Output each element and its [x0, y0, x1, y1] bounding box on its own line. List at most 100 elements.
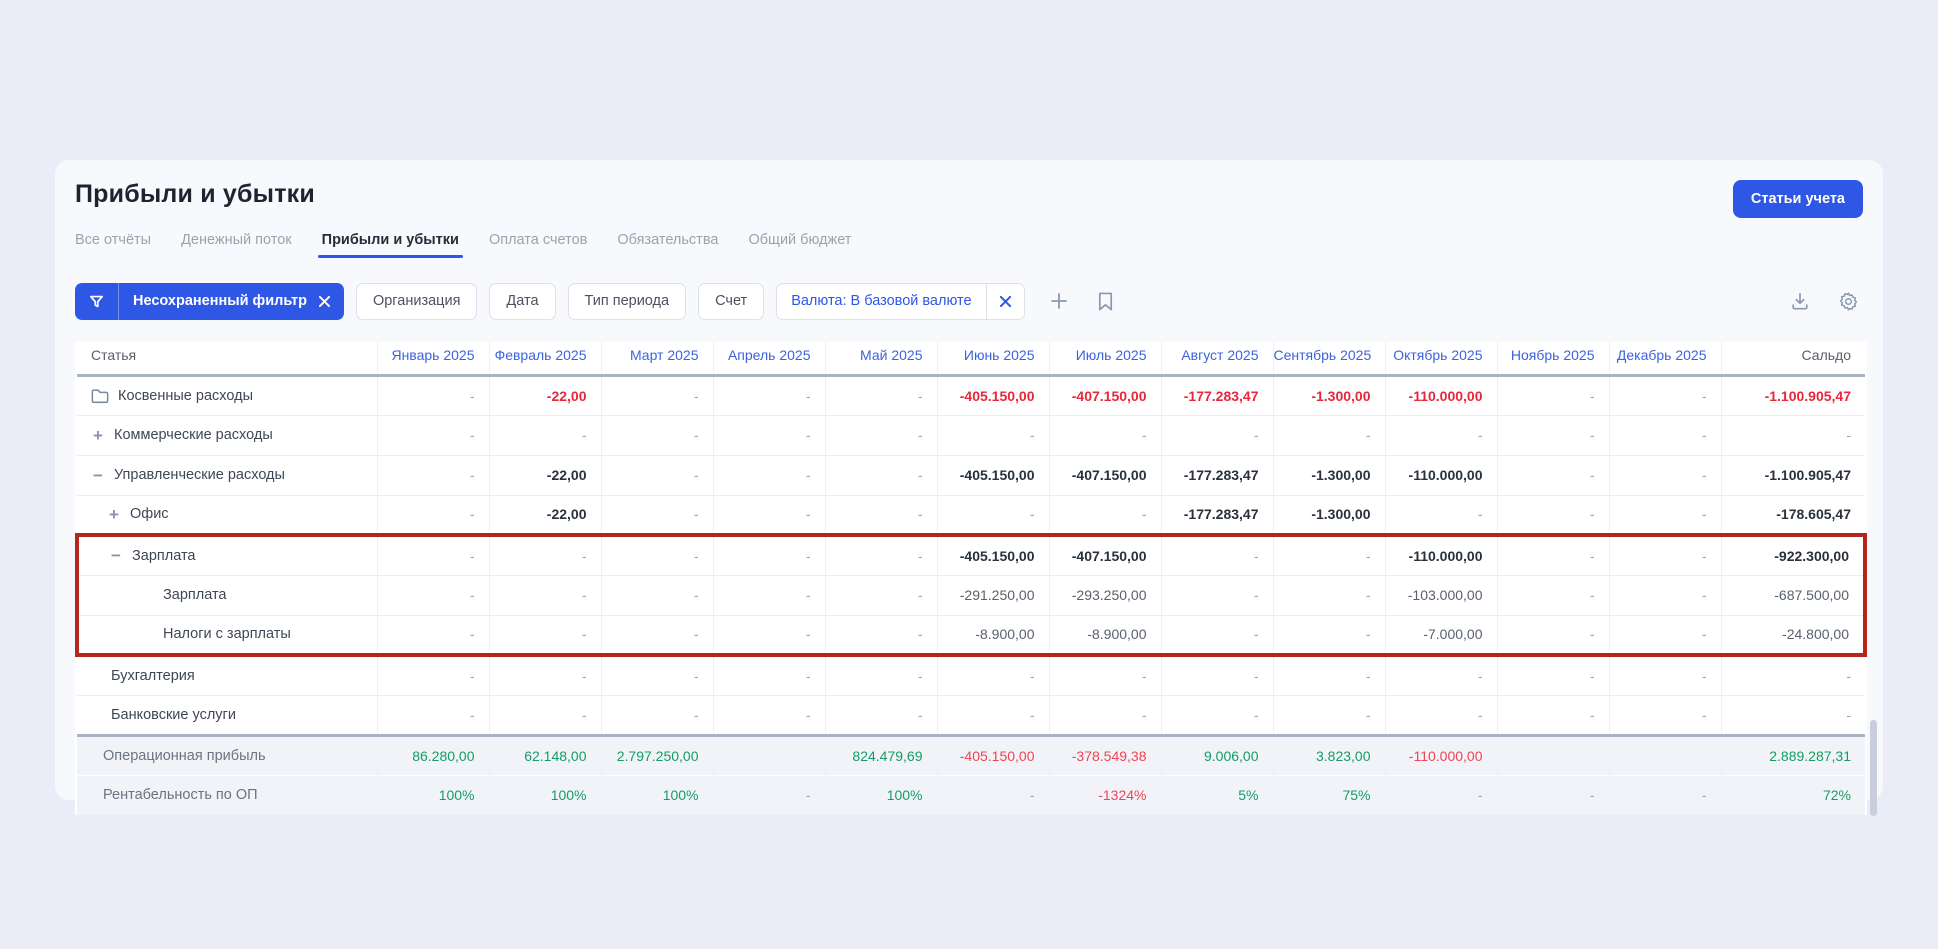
vertical-scrollbar-thumb[interactable]	[1870, 720, 1877, 816]
column-header-month[interactable]: Март 2025	[601, 342, 713, 375]
value-cell: -22,00	[489, 375, 601, 415]
summary-label-cell: Операционная прибыль	[77, 735, 377, 775]
column-header-month[interactable]: Октябрь 2025	[1385, 342, 1497, 375]
unsaved-filter-chip[interactable]: Несохраненный фильтр	[75, 283, 344, 320]
tab-4[interactable]: Оплата счетов	[489, 232, 587, 258]
expand-icon[interactable]: +	[91, 427, 105, 444]
column-header-month[interactable]: Август 2025	[1161, 342, 1273, 375]
settings-gear-icon[interactable]	[1834, 287, 1863, 316]
value-cell: -	[489, 415, 601, 455]
value-cell: 100%	[489, 775, 601, 815]
value-cell: -	[377, 575, 489, 615]
table-row[interactable]: Налоги с зарплаты------8.900,00-8.900,00…	[77, 615, 1865, 655]
value-cell: -	[1049, 415, 1161, 455]
folder-icon	[91, 388, 109, 404]
value-cell: -407.150,00	[1049, 455, 1161, 495]
value-cell: -405.150,00	[937, 535, 1049, 575]
value-cell: -	[713, 375, 825, 415]
column-header-month[interactable]: Апрель 2025	[713, 342, 825, 375]
value-cell: -	[489, 575, 601, 615]
tab-6[interactable]: Общий бюджет	[748, 232, 851, 258]
table-row[interactable]: Банковские услуги-------------	[77, 695, 1865, 735]
value-cell: -103.000,00	[1385, 575, 1497, 615]
add-filter-icon[interactable]	[1045, 287, 1073, 315]
value-cell: -	[713, 535, 825, 575]
filter-chip-2[interactable]: Дата	[489, 283, 555, 320]
column-header-month[interactable]: Декабрь 2025	[1609, 342, 1721, 375]
remove-currency-filter-icon[interactable]	[987, 296, 1024, 307]
row-label-cell: −Зарплата	[77, 535, 377, 575]
currency-filter-chip[interactable]: Валюта: В базовой валюте	[776, 283, 1024, 320]
collapse-icon[interactable]: −	[91, 467, 105, 484]
bookmark-icon[interactable]	[1093, 288, 1118, 315]
column-header-month[interactable]: Июль 2025	[1049, 342, 1161, 375]
value-cell: -	[601, 535, 713, 575]
page-title: Прибыли и убытки	[75, 180, 315, 209]
value-cell: -	[713, 415, 825, 455]
column-header-month[interactable]: Сентябрь 2025	[1273, 342, 1385, 375]
table-row[interactable]: Зарплата------291.250,00-293.250,00---10…	[77, 575, 1865, 615]
value-cell: -	[1497, 455, 1609, 495]
value-cell: -	[1049, 695, 1161, 735]
tab-5[interactable]: Обязательства	[617, 232, 718, 258]
currency-filter-label: Валюта: В базовой валюте	[777, 293, 985, 309]
row-label: Косвенные расходы	[118, 388, 253, 404]
value-cell: -177.283,47	[1161, 495, 1273, 535]
saldo-cell: -	[1721, 415, 1865, 455]
unsaved-filter-label: Несохраненный фильтр	[119, 293, 317, 309]
value-cell	[1609, 735, 1721, 775]
collapse-icon[interactable]: −	[109, 547, 123, 564]
table-row[interactable]: +Коммерческие расходы-------------	[77, 415, 1865, 455]
tab-2[interactable]: Денежный поток	[181, 232, 292, 258]
row-label-cell: Косвенные расходы	[77, 375, 377, 415]
table-row[interactable]: Бухгалтерия-------------	[77, 655, 1865, 695]
value-cell: -291.250,00	[937, 575, 1049, 615]
tab-1[interactable]: Все отчёты	[75, 232, 151, 258]
column-header-month[interactable]: Июнь 2025	[937, 342, 1049, 375]
value-cell: -	[825, 695, 937, 735]
column-header-month[interactable]: Ноябрь 2025	[1497, 342, 1609, 375]
value-cell: -	[489, 535, 601, 575]
row-label-cell: +Коммерческие расходы	[77, 415, 377, 455]
download-icon[interactable]	[1786, 287, 1814, 315]
value-cell: -	[825, 575, 937, 615]
value-cell: -	[1497, 535, 1609, 575]
saldo-cell: -1.100.905,47	[1721, 375, 1865, 415]
funnel-icon[interactable]	[75, 283, 119, 320]
filter-chip-1[interactable]: Организация	[356, 283, 477, 320]
value-cell: -	[713, 495, 825, 535]
clear-filter-icon[interactable]	[317, 296, 344, 307]
value-cell: -	[489, 655, 601, 695]
row-label: Налоги с зарплаты	[163, 626, 291, 642]
table-row[interactable]: −Зарплата------405.150,00-407.150,00---1…	[77, 535, 1865, 575]
saldo-cell: -1.100.905,47	[1721, 455, 1865, 495]
accounting-items-button[interactable]: Статьи учета	[1733, 180, 1863, 218]
value-cell: -	[713, 655, 825, 695]
expand-icon[interactable]: +	[107, 506, 121, 523]
value-cell: -407.150,00	[1049, 375, 1161, 415]
filter-chip-3[interactable]: Тип периода	[568, 283, 687, 320]
value-cell: 100%	[825, 775, 937, 815]
table-row[interactable]: −Управленческие расходы--22,00----405.15…	[77, 455, 1865, 495]
value-cell: -110.000,00	[1385, 455, 1497, 495]
summary-label: Операционная прибыль	[103, 748, 266, 764]
column-header-month[interactable]: Январь 2025	[377, 342, 489, 375]
filter-chip-4[interactable]: Счет	[698, 283, 764, 320]
column-header-month[interactable]: Май 2025	[825, 342, 937, 375]
value-cell: -405.150,00	[937, 375, 1049, 415]
value-cell: -	[1161, 415, 1273, 455]
value-cell: -	[1385, 695, 1497, 735]
value-cell: -	[825, 455, 937, 495]
tab-3[interactable]: Прибыли и убытки	[322, 232, 459, 258]
table-row[interactable]: +Офис--22,00------177.283,47-1.300,00---…	[77, 495, 1865, 535]
table-row[interactable]: Косвенные расходы--22,00----405.150,00-4…	[77, 375, 1865, 415]
value-cell: -	[1385, 415, 1497, 455]
value-cell: -1324%	[1049, 775, 1161, 815]
row-label: Бухгалтерия	[111, 668, 195, 684]
summary-label-cell: Рентабельность по ОП	[77, 775, 377, 815]
column-header-month[interactable]: Февраль 2025	[489, 342, 601, 375]
row-label-cell: −Управленческие расходы	[77, 455, 377, 495]
value-cell: 5%	[1161, 775, 1273, 815]
value-cell: -	[1497, 375, 1609, 415]
value-cell: -	[1385, 655, 1497, 695]
